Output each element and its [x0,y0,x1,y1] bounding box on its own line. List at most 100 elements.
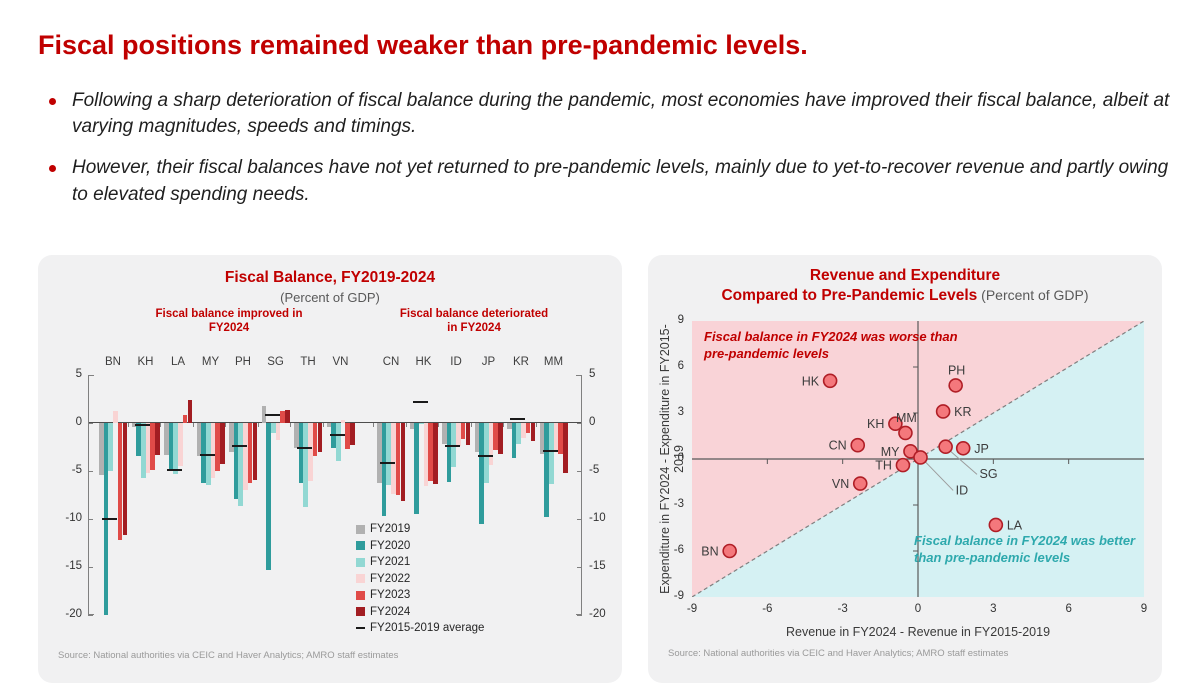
bar-LA-FY2023 [182,415,188,423]
bar-TH-FY2021 [303,423,309,508]
category-separator-tick [225,423,226,427]
y-axis-tick [577,519,582,520]
bar-CN-FY2020 [381,423,387,517]
legend-swatch [356,557,365,567]
bar-MY-FY2022 [210,423,216,478]
bar-MM-FY2022 [553,423,559,450]
bar-CN-FY2021 [386,423,392,486]
bullet-item: Following a sharp deterioration of fisca… [42,88,1172,140]
y-axis-line [88,375,89,615]
bar-CN-FY2022 [391,423,396,495]
point-label-BN: BN [701,545,718,559]
bar-JP-FY2021 [483,423,489,484]
bar-HK-FY2023 [428,423,433,481]
average-dash-MM [542,449,558,452]
bar-MM-FY2021 [548,423,554,485]
legend-item-FY2021: FY2021 [356,554,484,571]
category-separator-tick [535,423,537,427]
bar-BN-FY2023 [117,423,123,541]
category-separator-tick [160,423,161,427]
bar-PH-FY2022 [243,423,248,491]
legend-item-FY2022: FY2022 [356,571,484,588]
average-dash-KR [510,418,525,421]
left-source-text: Source: National authorities via CEIC an… [58,650,399,661]
bar-PH-FY2019 [229,423,234,452]
y-tick-label: 5 [75,368,82,380]
legend-swatch [356,541,365,551]
right-chart-title-bold: Compared to Pre-Pandemic Levels [721,287,978,304]
bar-HK-FY2021 [418,423,424,424]
y-tick-label: 0 [75,416,82,428]
bar-chart-plot-area: 5 0 -5 -10 -15 -20 5 0 -5 -10 -15 -20 BN KH LA MY PH SG TH… [65,356,605,634]
bar-BN-FY2022 [113,411,118,423]
point-label-KR: KR [954,405,971,419]
bar-BN-FY2021 [108,423,114,471]
bar-KR-FY2021 [516,423,522,445]
bar-MM-FY2020 [544,423,549,518]
fiscal-balance-chart-panel: Fiscal Balance, FY2019-2024 (Percent of … [38,255,622,683]
category-label-SG: SG [267,356,284,368]
bar-HK-FY2022 [423,423,429,487]
scatter-point-PH [948,378,963,393]
y-tick-label: 5 [589,368,596,380]
bar-BN-FY2024 [122,423,128,536]
average-dash-ID [445,445,460,448]
bar-LA-FY2020 [168,423,174,470]
average-dash-BN [102,518,117,520]
bar-MM-FY2019 [539,423,545,454]
y-tick-label: 0 [677,452,684,464]
category-label-TH: TH [300,356,316,368]
category-label-VN: VN [332,356,349,368]
bar-SG-FY2022 [275,423,281,441]
y-tick-label: -5 [589,464,600,476]
category-label-PH: PH [235,356,251,368]
x-tick-label: -3 [837,603,848,615]
y-axis-tick [577,375,582,376]
bar-TH-FY2023 [312,423,318,456]
category-label-ID: ID [450,356,462,368]
bar-KR-FY2022 [521,423,526,439]
y-tick-label: -9 [673,590,684,602]
bullet-item: However, their fiscal balances have not … [42,155,1172,207]
annotation-better-region: Fiscal balance in FY2024 was better than… [914,533,1136,565]
y-axis-tick [88,471,93,472]
x-tick-label: -6 [762,603,773,615]
bar-MY-FY2023 [215,423,220,471]
bar-HK-FY2024 [433,423,438,485]
average-dash-LA [167,469,182,472]
point-label-VN: VN [832,477,849,491]
legend-swatch [356,590,365,600]
bar-LA-FY2022 [178,423,183,467]
y-axis-tick [577,615,582,616]
category-separator-tick [127,423,129,427]
bar-CN-FY2024 [400,423,406,501]
average-dash-TH [297,446,312,449]
legend-label: FY2021 [370,556,411,569]
category-label-MM: MM [543,356,564,368]
leader-line-ID [925,461,954,491]
legend-label: FY2019 [370,523,411,536]
y-tick-label: -20 [589,608,606,620]
category-label-LA: LA [170,356,186,368]
bar-chart-legend: FY2019 FY2020 FY2021 FY2022 FY2023 FY2024 FY20… [356,521,484,637]
bar-MY-FY2019 [196,423,202,456]
average-dash-SG [264,414,280,417]
x-tick-label: 6 [1065,603,1072,615]
point-label-JP: JP [974,442,989,456]
legend-label: FY2023 [370,589,411,602]
category-separator-tick [405,423,407,427]
x-tick-label: 3 [990,603,997,615]
revenue-expenditure-scatter-panel: Revenue and Expenditure Compared to Pre-… [648,255,1162,683]
category-separator-tick [192,423,194,427]
category-label-BN: BN [105,356,121,368]
y-tick-label: 9 [677,314,684,326]
bar-PH-FY2021 [238,423,244,506]
point-label-SG: SG [980,467,998,481]
leader-line-SG [950,450,978,475]
bar-BN-FY2019 [99,423,104,475]
bar-CN-FY2023 [395,423,401,495]
scatter-point-JP [955,440,971,456]
bar-MM-FY2023 [558,423,563,454]
category-label-JP: JP [481,356,496,368]
bar-JP-FY2023 [493,423,498,450]
